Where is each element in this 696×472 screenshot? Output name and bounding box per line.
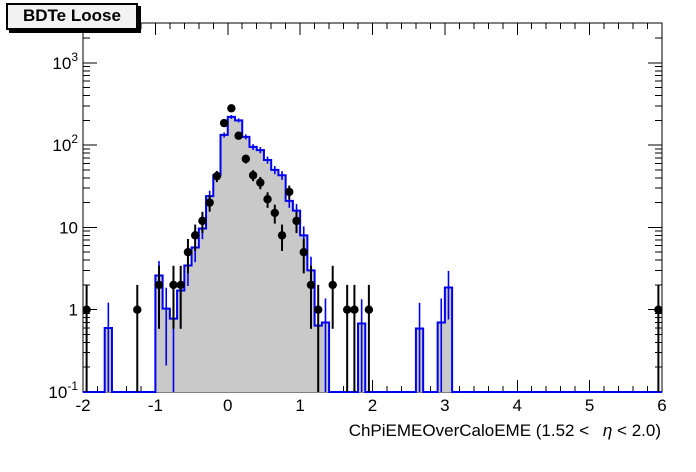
data-point <box>183 247 193 257</box>
data-point <box>190 231 200 240</box>
data-point <box>133 305 142 314</box>
data-point <box>299 247 308 257</box>
title-box: BDTe Loose <box>6 3 138 30</box>
x-tick-label: 0 <box>223 396 232 415</box>
data-point <box>292 216 301 226</box>
data-point <box>82 305 91 314</box>
data-point <box>169 280 178 290</box>
data-point <box>306 280 316 290</box>
plot-title: BDTe Loose <box>23 6 121 25</box>
data-point <box>256 178 265 187</box>
y-tick-label: 103 <box>52 50 78 73</box>
data-point <box>176 280 185 290</box>
data-point <box>364 305 374 314</box>
x-tick-label: 2 <box>368 396 377 415</box>
data-point <box>328 280 337 290</box>
data-point <box>154 280 164 290</box>
y-tick-label: 10-1 <box>48 379 78 402</box>
data-point <box>285 187 294 197</box>
data-point <box>205 198 214 207</box>
data-point <box>350 305 359 314</box>
data-point <box>219 118 229 128</box>
mc-histogram <box>83 115 662 393</box>
x-tick-label: -1 <box>148 396 163 415</box>
data-point <box>270 208 279 218</box>
x-tick-label: -2 <box>75 396 90 415</box>
x-tick-label: 6 <box>657 396 666 415</box>
data-point <box>263 195 272 204</box>
data-point <box>227 104 236 113</box>
x-axis-title: ChPiEMEOverCaloEME (1.52 < η < 2.0) <box>349 421 661 440</box>
data-points <box>82 104 663 314</box>
y-tick-label: 1 <box>69 301 78 320</box>
x-tick-label: 4 <box>513 396 522 415</box>
data-point <box>198 216 207 226</box>
x-tick-label: 5 <box>585 396 594 415</box>
x-tick-label: 1 <box>295 396 304 415</box>
data-point <box>234 131 243 140</box>
data-point <box>212 171 222 181</box>
data-point <box>654 305 663 314</box>
y-tick-label: 10 <box>59 218 78 237</box>
data-point <box>248 171 258 180</box>
x-tick-label: 3 <box>440 396 449 415</box>
data-point <box>241 154 251 164</box>
data-point <box>277 231 287 240</box>
data-point <box>342 305 352 314</box>
data-point <box>314 305 323 314</box>
y-tick-label: 102 <box>52 132 78 155</box>
x-axis-labels: -2 -1 0 1 2 3 4 5 6 <box>75 396 666 415</box>
